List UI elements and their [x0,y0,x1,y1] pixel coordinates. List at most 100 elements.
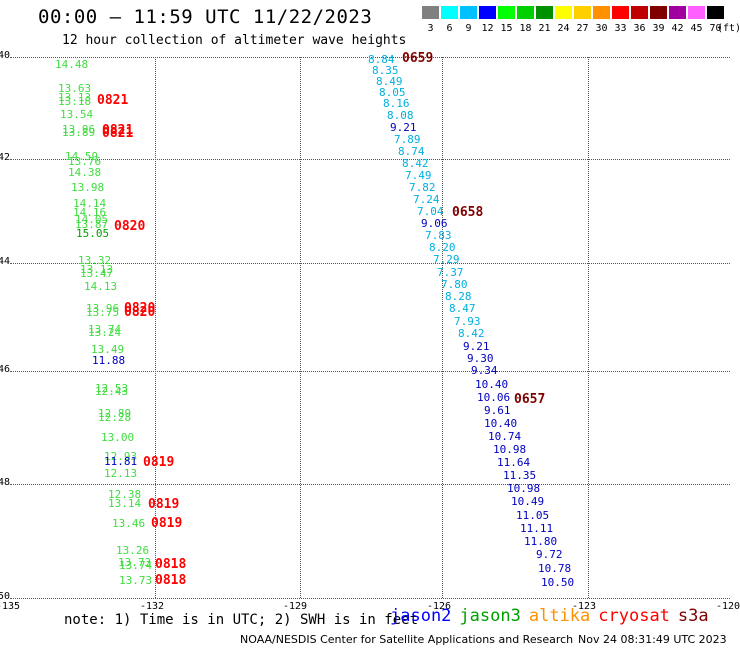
wave-height-value: 10.98 [507,482,541,495]
pass-time-label: 0820 [124,301,156,316]
legend-swatch [422,6,439,19]
legend-swatch [612,6,629,19]
satellite-key-jason2: jason2 [390,606,452,626]
wave-height-value: 14.59 [65,150,99,163]
wave-height-value: 8.20 [429,241,456,254]
legend-swatch-label: 39 [652,23,665,34]
longitude-label: -126 [427,601,452,612]
wave-height-value: 7.80 [441,278,468,291]
wave-height-value: 14.05 [75,213,109,226]
wave-height-value: 13.18 [58,95,92,108]
wave-height-value: 9.61 [484,404,511,417]
legend-swatch [479,6,496,19]
wave-height-value: 11.64 [497,456,531,469]
legend-swatch-label: 15 [500,23,513,34]
latitude-label: 46 [0,364,11,375]
legend-swatch-label: 3 [427,23,434,34]
pass-time-label: 0821 [97,93,129,108]
legend-swatch-label: 27 [576,23,589,34]
wave-height-value: 13.89 [62,126,96,139]
latitude-label: 42 [0,152,11,163]
legend-swatch [574,6,591,19]
wave-height-value: 10.98 [493,443,527,456]
wave-height-value: 7.37 [437,266,464,279]
pass-time-label: 0658 [452,205,484,220]
wave-height-value: 9.34 [471,364,498,377]
wave-height-value: 10.74 [488,430,522,443]
legend-units: (ft) [717,23,740,34]
grid-line-meridian [155,57,156,598]
wave-height-value: 10.50 [541,576,575,589]
wave-height-value: 9.21 [463,340,490,353]
wave-height-value: 14.13 [84,280,118,293]
legend-swatch [498,6,515,19]
wave-height-value: 10.40 [484,417,518,430]
wave-height-value: 11.81 [104,455,138,468]
wave-height-value: 7.82 [409,181,436,194]
wave-height-value: 13.96 [86,302,120,315]
wave-height-value: 13.47 [80,267,114,280]
latitude-label: 44 [0,256,11,267]
legend-swatch-label: 12 [481,23,494,34]
wave-height-value: 8.16 [383,97,410,110]
wave-height-value: 8.08 [387,109,414,122]
wave-height-value: 13.46 [112,517,146,530]
pass-time-label: 0820 [124,305,156,320]
wave-height-value: 13.74 [88,323,122,336]
pass-time-label: 0818 [155,557,187,572]
wave-height-value: 8.74 [398,145,425,158]
wave-height-value: 10.78 [538,562,572,575]
wave-height-value: 14.48 [55,58,89,71]
wave-height-value: 12.53 [95,382,129,395]
wave-height-value: 8.28 [445,290,472,303]
wave-height-value: 9.21 [390,121,417,134]
wave-height-value: 10.06 [477,391,511,404]
wave-height-value: 13.13 [58,91,92,104]
grid-line-parallel [10,263,730,264]
pass-time-label: 0819 [143,455,175,470]
legend-swatch [517,6,534,19]
pass-time-label: 0821 [102,126,134,141]
wave-height-value: 9.06 [421,217,448,230]
pass-time-label: 0659 [402,51,434,66]
wave-height-value: 7.29 [433,253,460,266]
grid-line-meridian [300,57,301,598]
wave-height-value: 14.14 [73,197,107,210]
wave-height-value: 14.16 [73,206,107,219]
legend-swatch [593,6,610,19]
legend-swatch-label: 36 [633,23,646,34]
legend-swatch [669,6,686,19]
wave-height-value: 11.80 [524,535,558,548]
legend-swatch [650,6,667,19]
wave-height-value: 12.38 [108,488,142,501]
grid-line-parallel [10,57,730,58]
wave-height-value: 12.93 [104,450,138,463]
grid-line-meridian [588,57,589,598]
wave-height-value: 13.98 [71,181,105,194]
satellite-key-cryosat: cryosat [598,606,670,626]
wave-height-value: 11.35 [503,469,537,482]
wave-height-value: 12.13 [104,467,138,480]
footer-timestamp: Nov 24 08:31:49 UTC 2023 [578,633,727,646]
legend-swatch [555,6,572,19]
wave-height-value: 13.54 [60,108,94,121]
pass-time-label: 0657 [514,392,546,407]
legend-swatch-label: 21 [538,23,551,34]
longitude-label: -132 [140,601,165,612]
wave-height-value: 13.24 [88,326,122,339]
wave-height-value: 8.35 [372,64,399,77]
wave-height-value: 8.49 [376,75,403,88]
legend-swatch-label: 45 [690,23,703,34]
wave-height-value: 13.73 [119,574,153,587]
wave-height-value: 11.11 [520,522,554,535]
wave-height-value: 8.42 [402,157,429,170]
wave-height-value: 7.83 [425,229,452,242]
wave-height-value: 13.14 [108,497,142,510]
wave-height-value: 7.49 [405,169,432,182]
pass-time-label: 0821 [102,123,134,138]
wave-height-value: 13.76 [68,155,102,168]
legend-swatch-label: 42 [671,23,684,34]
wave-height-value: 12.43 [95,385,129,398]
wave-height-value: 9.30 [467,352,494,365]
legend-swatch [707,6,724,19]
